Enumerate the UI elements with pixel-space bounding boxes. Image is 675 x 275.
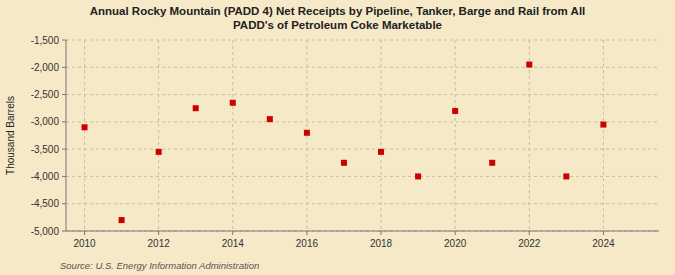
point <box>378 149 384 155</box>
point <box>119 217 125 223</box>
tick-label: -5,000 <box>31 226 60 237</box>
tick-mark <box>306 231 307 235</box>
point <box>341 160 347 166</box>
points <box>82 62 607 224</box>
grid-line <box>603 40 604 231</box>
tick-mark <box>529 231 530 235</box>
point <box>415 173 421 179</box>
annotation: Source: U.S. Energy Information Administ… <box>60 260 259 271</box>
grid-line <box>158 40 159 231</box>
point <box>489 160 495 166</box>
tick-label: 2014 <box>222 238 245 249</box>
grid-line <box>66 176 659 177</box>
tick-label: -1,500 <box>31 35 60 46</box>
grid <box>66 40 659 231</box>
point <box>526 62 532 68</box>
point <box>304 130 310 136</box>
point <box>193 105 199 111</box>
tick-label: 2018 <box>370 238 393 249</box>
tick-label: -3,500 <box>31 144 60 155</box>
grid-line <box>66 94 659 95</box>
tick-mark <box>62 40 66 41</box>
grid-line <box>232 40 233 231</box>
grid-line <box>66 231 659 232</box>
axis-label: Thousand Barrels <box>5 96 16 175</box>
tick-mark <box>62 176 66 177</box>
tick-label: -4,000 <box>31 171 60 182</box>
point <box>452 108 458 114</box>
tick-mark <box>62 231 66 232</box>
tick-mark <box>84 231 85 235</box>
tick-mark <box>158 231 159 235</box>
tick-label: 2010 <box>73 238 96 249</box>
tick-mark <box>62 149 66 150</box>
y-axis-line <box>66 40 67 231</box>
grid-line <box>455 40 456 231</box>
tick-mark <box>232 231 233 235</box>
grid-line <box>66 121 659 122</box>
tick-mark <box>62 67 66 68</box>
tick-label: 2016 <box>296 238 319 249</box>
tick-label: 2022 <box>518 238 541 249</box>
point <box>82 124 88 130</box>
tick-label: 2012 <box>148 238 171 249</box>
point <box>156 149 162 155</box>
y-axis: -5,000 -4,500 -4,000 -3,500 -3,000 -2,500 -2,0… <box>31 35 66 237</box>
tick-mark <box>62 121 66 122</box>
point <box>230 100 236 106</box>
grid-line <box>84 40 85 231</box>
tick-mark <box>62 203 66 204</box>
tick-mark <box>603 231 604 235</box>
grid-line <box>66 67 659 68</box>
tick-label: 2024 <box>592 238 615 249</box>
tick-label: 2020 <box>444 238 467 249</box>
grid-line <box>66 40 659 41</box>
tick-mark <box>381 231 382 235</box>
grid-line <box>529 40 530 231</box>
tick-label: -3,000 <box>31 116 60 127</box>
point <box>600 122 606 128</box>
chart: Annual Rocky Mountain (PADD 4) Net Recei… <box>0 0 675 275</box>
point <box>563 173 569 179</box>
tick-mark <box>455 231 456 235</box>
x-axis: 2010 2012 2014 2016 2018 2020 2022 2024 <box>73 231 615 249</box>
grid-line <box>66 149 659 150</box>
point <box>267 116 273 122</box>
tick-label: -4,500 <box>31 198 60 209</box>
tick-label: -2,500 <box>31 89 60 100</box>
grid-line <box>381 40 382 231</box>
grid-line <box>66 203 659 204</box>
title: Annual Rocky Mountain (PADD 4) Net Recei… <box>90 5 586 31</box>
tick-label: -2,000 <box>31 62 60 73</box>
x-axis-line <box>66 231 659 232</box>
tick-mark <box>62 94 66 95</box>
